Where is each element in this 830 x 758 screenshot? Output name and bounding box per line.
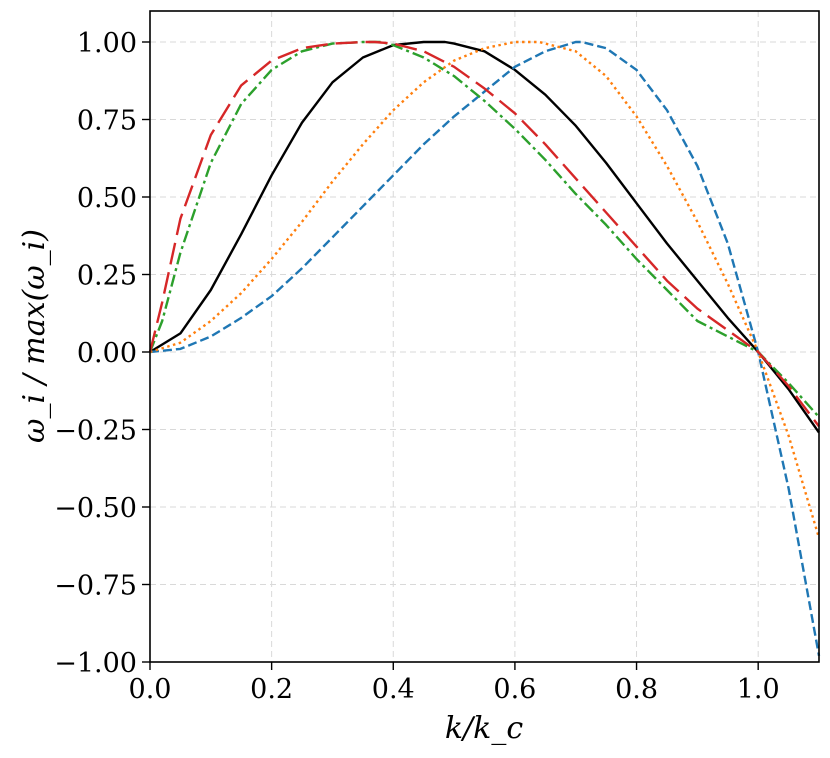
x-tick-label: 0.2	[250, 674, 293, 705]
y-tick-label: 0.25	[77, 261, 137, 292]
x-axis-label: k/k_c	[445, 711, 523, 746]
y-tick-label: 1.00	[77, 28, 137, 59]
y-axis-label-text: ω_i / max(ω_i)	[17, 229, 52, 443]
x-tick-label: 1.0	[737, 674, 780, 705]
series-line-3	[149, 40, 821, 539]
series-line-4	[148, 40, 820, 418]
series-line-1	[149, 40, 820, 434]
plot-frame	[149, 10, 820, 663]
y-tick-label: 0.75	[77, 106, 137, 137]
y-tick-label: −0.50	[54, 493, 137, 524]
y-tick-label: −0.25	[54, 416, 137, 447]
y-axis-label: ω_i / max(ω_i)	[17, 229, 52, 443]
series-line-2	[149, 40, 821, 657]
x-axis-label-text: k/k_c	[445, 711, 523, 746]
y-tick-label: −1.00	[54, 648, 137, 679]
y-tick-label: 0.00	[77, 338, 137, 369]
x-tick-label: 0.6	[493, 674, 536, 705]
y-tick-label: 0.50	[77, 183, 137, 214]
x-tick-label: 0.4	[372, 674, 415, 705]
series-line-5	[148, 40, 820, 428]
series-group	[148, 40, 821, 657]
y-tick-label: −0.75	[54, 571, 137, 602]
x-tick-label: 0.8	[615, 674, 658, 705]
x-tick-label: 0.0	[129, 674, 172, 705]
ticks: 0.0 0.2 0.4 0.6 0.8 1.0 −1.00 −0.75 −0.50 −0.25 0.…	[54, 28, 779, 705]
